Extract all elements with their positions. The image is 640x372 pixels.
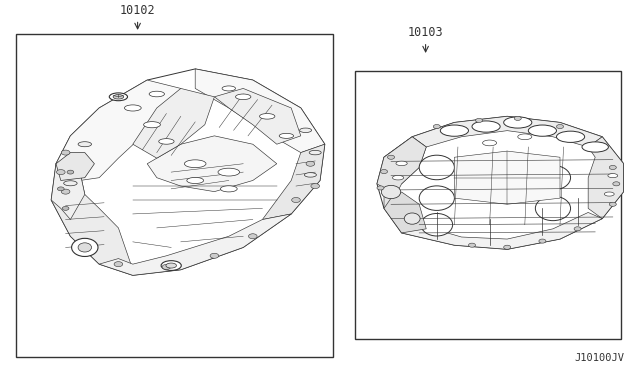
Circle shape — [504, 245, 511, 249]
Ellipse shape — [472, 121, 500, 132]
Circle shape — [58, 187, 64, 191]
Ellipse shape — [309, 150, 321, 155]
Circle shape — [61, 189, 70, 194]
Polygon shape — [384, 137, 426, 184]
Circle shape — [433, 125, 440, 129]
Polygon shape — [51, 172, 133, 270]
Ellipse shape — [396, 161, 407, 166]
Circle shape — [162, 264, 171, 269]
Circle shape — [56, 170, 65, 174]
Polygon shape — [99, 214, 291, 275]
Bar — [16, 33, 333, 357]
Ellipse shape — [143, 122, 161, 128]
Circle shape — [515, 116, 521, 121]
Ellipse shape — [528, 125, 557, 136]
Ellipse shape — [187, 177, 204, 183]
Ellipse shape — [184, 160, 206, 168]
Circle shape — [292, 198, 300, 202]
Ellipse shape — [78, 142, 92, 147]
Ellipse shape — [483, 140, 497, 146]
Ellipse shape — [392, 176, 404, 180]
Circle shape — [114, 262, 123, 267]
Ellipse shape — [113, 94, 124, 99]
Circle shape — [380, 170, 388, 174]
Polygon shape — [214, 89, 301, 144]
Ellipse shape — [222, 86, 236, 91]
Circle shape — [62, 206, 69, 210]
Polygon shape — [195, 69, 325, 153]
Circle shape — [609, 166, 616, 170]
Text: 10103: 10103 — [408, 26, 444, 39]
Circle shape — [557, 125, 564, 129]
Ellipse shape — [504, 117, 532, 128]
Circle shape — [306, 161, 315, 166]
Ellipse shape — [166, 263, 177, 268]
Polygon shape — [412, 116, 602, 147]
Ellipse shape — [604, 192, 614, 196]
Ellipse shape — [419, 186, 454, 211]
Ellipse shape — [72, 238, 98, 256]
Text: 10102: 10102 — [120, 4, 156, 17]
Bar — [355, 71, 621, 339]
Circle shape — [609, 202, 616, 206]
Polygon shape — [262, 144, 325, 219]
Ellipse shape — [68, 161, 82, 166]
Ellipse shape — [161, 261, 181, 270]
Circle shape — [388, 155, 394, 159]
Circle shape — [210, 253, 219, 258]
Ellipse shape — [124, 105, 141, 111]
Ellipse shape — [159, 139, 174, 144]
Ellipse shape — [260, 113, 275, 119]
Circle shape — [61, 150, 70, 155]
Ellipse shape — [218, 168, 239, 176]
Circle shape — [248, 234, 257, 239]
Ellipse shape — [421, 214, 452, 236]
Polygon shape — [377, 137, 426, 208]
Ellipse shape — [63, 181, 77, 186]
Polygon shape — [51, 164, 85, 219]
Circle shape — [67, 170, 74, 174]
Ellipse shape — [236, 94, 251, 100]
Polygon shape — [402, 212, 602, 249]
Ellipse shape — [582, 142, 609, 152]
Polygon shape — [56, 153, 95, 180]
Circle shape — [377, 186, 384, 190]
Polygon shape — [133, 89, 214, 158]
Polygon shape — [147, 136, 277, 192]
Ellipse shape — [419, 155, 454, 180]
Ellipse shape — [78, 243, 92, 252]
Ellipse shape — [440, 125, 468, 136]
Ellipse shape — [404, 213, 420, 224]
Circle shape — [476, 118, 483, 122]
Polygon shape — [56, 80, 180, 180]
Ellipse shape — [381, 185, 401, 199]
Ellipse shape — [518, 134, 532, 140]
Ellipse shape — [608, 174, 618, 178]
Circle shape — [468, 243, 476, 247]
Ellipse shape — [279, 133, 294, 138]
Polygon shape — [377, 116, 623, 249]
Circle shape — [311, 183, 319, 189]
Circle shape — [539, 239, 546, 243]
Polygon shape — [51, 69, 325, 275]
Ellipse shape — [305, 173, 316, 177]
Ellipse shape — [220, 186, 237, 192]
Ellipse shape — [556, 131, 585, 142]
Polygon shape — [384, 192, 426, 233]
Polygon shape — [454, 151, 560, 204]
Ellipse shape — [109, 93, 127, 101]
Ellipse shape — [149, 91, 164, 97]
Ellipse shape — [535, 166, 571, 190]
Ellipse shape — [300, 128, 312, 132]
Circle shape — [574, 227, 581, 231]
Text: J10100JV: J10100JV — [574, 353, 624, 363]
Polygon shape — [588, 137, 623, 219]
Circle shape — [613, 182, 620, 186]
Ellipse shape — [535, 196, 571, 221]
